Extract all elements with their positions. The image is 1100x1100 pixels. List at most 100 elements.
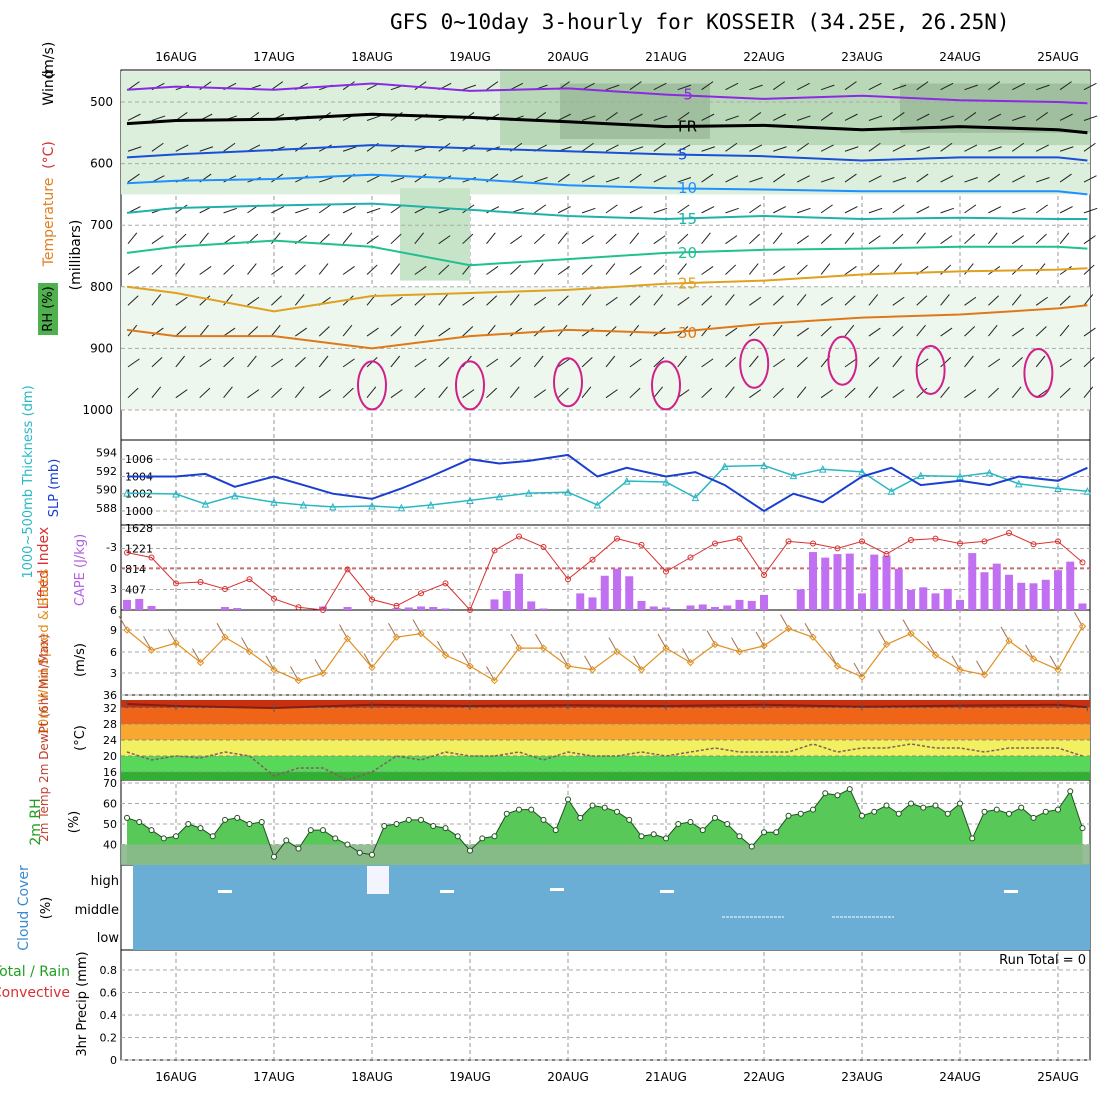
li-marker xyxy=(908,537,914,543)
precip-tick-label: 0 xyxy=(110,1054,117,1067)
wind-barb xyxy=(797,115,811,121)
rh-marker xyxy=(124,814,130,821)
wind-barb xyxy=(199,266,212,275)
wind-barb xyxy=(916,324,926,337)
rh-marker xyxy=(822,790,829,797)
wind-barb xyxy=(1083,294,1094,306)
wind-barb xyxy=(677,204,690,214)
rh-marker xyxy=(883,802,890,809)
wind-barb xyxy=(557,387,569,399)
wind-barb xyxy=(940,207,955,214)
wind-barb xyxy=(820,296,833,306)
wind-barb xyxy=(988,295,999,306)
wind-barb xyxy=(223,327,236,337)
wind-barb xyxy=(247,389,260,399)
wind-barb xyxy=(1012,115,1026,121)
wind-barb xyxy=(964,326,976,337)
wind10-marker xyxy=(245,647,254,656)
wind-barb xyxy=(892,355,902,368)
wind-barb xyxy=(533,263,544,275)
li-marker xyxy=(148,554,155,561)
wind-barb xyxy=(844,266,857,275)
wind-barb xyxy=(916,387,928,399)
rh-marker xyxy=(405,816,412,823)
cape-bar xyxy=(1041,579,1050,610)
cape-bar xyxy=(662,607,670,610)
wind-barb xyxy=(629,173,642,183)
cape-bar xyxy=(123,599,131,610)
precip-ylabel-total: Total / Rain xyxy=(0,964,70,980)
wind-barb xyxy=(725,386,735,398)
wind10-marker xyxy=(564,662,572,670)
wind-barb xyxy=(820,84,835,91)
rh-tick-label: 40 xyxy=(103,839,117,852)
rh-marker xyxy=(1018,804,1025,811)
dewpoint-line xyxy=(126,743,1083,781)
wind-barb xyxy=(964,84,978,91)
wind-barb xyxy=(175,204,188,214)
cape-bar xyxy=(723,605,732,610)
thickness-marker xyxy=(123,488,131,497)
wind-barb xyxy=(414,358,427,368)
wind-barb xyxy=(318,233,330,245)
rh-shading xyxy=(900,83,1090,133)
cape-bar xyxy=(539,608,548,610)
rh-marker xyxy=(356,849,363,856)
wind-barb xyxy=(151,142,164,152)
rh-marker xyxy=(1079,825,1086,832)
wind-barb xyxy=(534,204,547,214)
rh-marker xyxy=(381,823,388,830)
wind-barb xyxy=(318,204,331,214)
wind-barb xyxy=(127,113,141,121)
li-marker xyxy=(957,540,963,547)
isotherm-label: FR xyxy=(678,118,697,136)
wind-barb xyxy=(1083,356,1095,368)
wind-barb xyxy=(581,207,596,214)
cloud-level-label: low xyxy=(97,931,120,946)
wind-barb xyxy=(581,142,594,152)
wind10-marker xyxy=(123,626,131,634)
temp2m-ylabel: 2m Temp 2m DewPt (6hr Min/Max) xyxy=(37,634,51,842)
wind-barb xyxy=(486,295,498,306)
wind-barb xyxy=(486,266,499,275)
li-marker xyxy=(834,545,841,552)
wind-barb xyxy=(127,173,140,183)
wind-barb xyxy=(1083,386,1094,398)
wind-barb xyxy=(725,235,738,245)
cape-bar xyxy=(943,588,952,610)
thickness-tick-label: 592 xyxy=(96,465,117,478)
wind-barb xyxy=(940,294,950,306)
wind-barb xyxy=(414,324,424,337)
wind-barb xyxy=(701,113,715,121)
isotherm-label: 15 xyxy=(678,210,697,228)
wind10-marker xyxy=(613,647,621,656)
rh2m-unit: (%) xyxy=(67,811,82,834)
upper-ylabel-wind: Wind xyxy=(41,70,57,105)
cape-bar xyxy=(907,589,915,610)
wind-barb xyxy=(1035,144,1049,152)
wind-barb xyxy=(247,296,260,306)
wind-barb xyxy=(653,207,668,214)
rh-marker xyxy=(932,802,939,809)
date-label-top: 20AUG xyxy=(547,50,589,64)
rh-marker xyxy=(626,816,633,823)
li-marker xyxy=(491,547,498,554)
wind-barb xyxy=(1083,142,1096,152)
cloud-gap xyxy=(367,866,389,894)
wind-barb xyxy=(271,266,284,275)
wind-barb xyxy=(940,386,950,398)
rh-marker xyxy=(908,800,914,807)
wind-barb xyxy=(868,207,883,214)
rh-tick-label: 60 xyxy=(103,798,117,811)
wind-barb xyxy=(677,389,690,399)
wind-barb xyxy=(390,233,402,245)
lifted-index-cape-panel: -3 0 3 6 1628 1221 814 407 xyxy=(106,522,1090,617)
rh-marker xyxy=(1067,788,1074,795)
wind-barb xyxy=(749,355,759,368)
wind-barb xyxy=(773,358,786,368)
rh-marker xyxy=(577,814,584,821)
rh-shading xyxy=(400,188,470,281)
thickness-marker xyxy=(916,471,925,480)
wind-barb xyxy=(247,355,257,368)
wind-barb xyxy=(462,296,475,306)
